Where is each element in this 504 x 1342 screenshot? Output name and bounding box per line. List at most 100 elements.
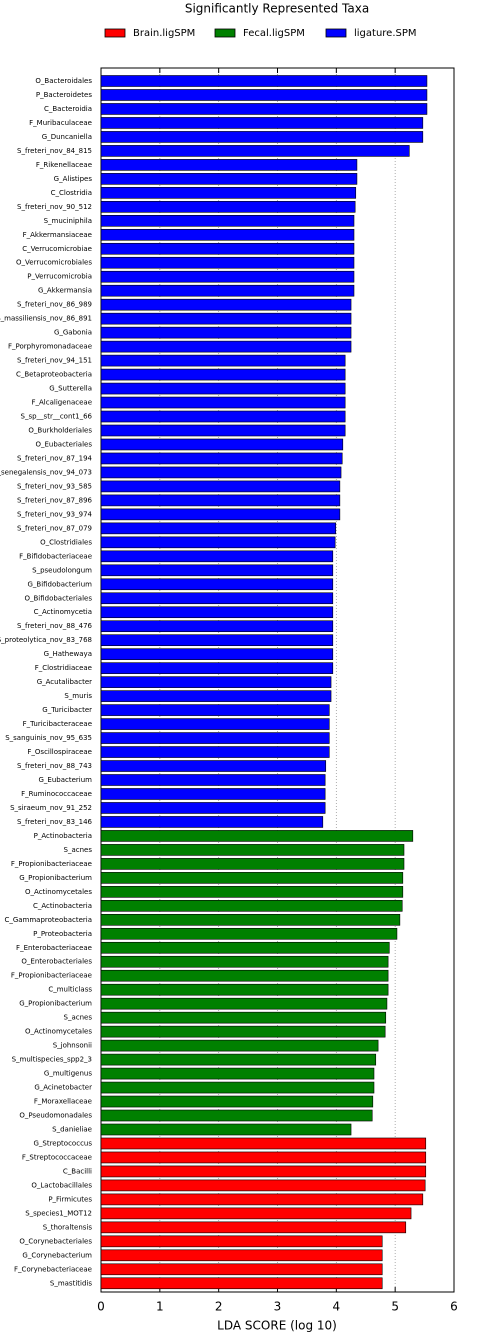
bar [100,145,410,157]
bar [100,620,334,633]
bar [100,494,341,507]
bar [100,354,346,367]
category-label: S_species1_MOT12 [25,1209,92,1217]
bar [100,886,404,898]
bar [100,201,356,213]
category-label: S_sanguinis_nov_95_635 [5,734,92,742]
category-label: S_multispecies_spp2_3 [12,1056,92,1064]
chart-title: Significantly Represented Taxa [185,2,369,16]
category-label: C_Bacilli [63,1167,92,1175]
bar [100,1137,427,1150]
category-label: O_Actinomycetales [25,1028,92,1036]
bar [100,592,334,605]
legend-label: ligature.SPM [354,28,417,39]
category-label: G_Acutalibacter [37,678,92,686]
bar [100,536,336,549]
category-label: O_Corynebacteriales [19,1237,92,1245]
category-label: O_Bacteroidales [35,77,92,85]
category-label: S_freteri_nov_86_989 [17,301,92,309]
bar [100,187,357,199]
category-label: S_freteri_nov_93_585 [17,482,92,490]
legend-swatch [214,28,236,38]
bar [100,900,403,912]
x-axis-label: LDA SCORE (log 10) [217,1319,337,1333]
x-tick-label: 0 [97,1300,105,1314]
bar [100,1109,373,1122]
bar [100,969,389,982]
category-label: G_Akkermansia [38,287,92,295]
category-label: G_multigenus [44,1070,92,1078]
bar [100,242,355,255]
bar [100,718,330,730]
bar [100,89,428,101]
bar [100,564,334,577]
category-label: P_Proteobacteria [33,930,92,938]
category-label: S_sp__str__cont1_66 [21,413,93,421]
bar [100,941,390,954]
category-label: C_multiclass [48,986,92,994]
legend-label: Brain.ligSPM [133,28,195,39]
category-label: F_Streptococcaceae [22,1153,92,1161]
category-label: F_Akkermansiaceae [23,231,92,239]
category-label: S_acnes [64,846,93,854]
category-label: C_Actinomycetia [34,608,92,616]
bar [100,326,352,339]
category-label: C_Bacteroidia [44,105,92,113]
category-label: P_Firmicutes [48,1195,92,1203]
category-label: C_Verrucomicrobiae [22,245,92,253]
bar [100,396,346,409]
bar [100,173,358,185]
category-label: F_Enterobacteriaceae [16,944,92,952]
bar [100,382,346,395]
bar [100,284,355,297]
category-label: S_thoraltensis [43,1223,93,1231]
category-label: F_Alcaligenaceae [31,399,92,407]
x-tick-label: 3 [274,1300,282,1314]
bar [100,844,405,856]
category-label: G_Propionibacterium [19,874,92,882]
bar [100,228,355,241]
category-label: O_Actinomycetales [25,888,92,896]
bar [100,1053,377,1066]
category-label: F_Bifidobacteriaceae [19,552,92,560]
category-label: G_Alistipes [54,175,93,183]
category-label: F_Muribaculaceae [29,119,92,127]
bar [100,1123,352,1136]
category-label: O_Clostridiales [40,538,92,546]
category-label: S_acnes [64,1014,93,1022]
category-label: O_Burkholderiales [28,427,92,435]
bar [100,1081,375,1094]
bar [100,340,352,353]
category-label: F_Porphyromonadaceae [8,343,92,351]
bar [100,648,334,660]
x-tick-label: 1 [156,1300,164,1314]
bar [100,1025,386,1038]
bar [100,1263,383,1276]
bar [100,466,342,479]
category-label: S_freteri_nov_94_151 [17,357,92,365]
category-label: S_freteri_nov_93_974 [17,510,92,518]
bar [100,1011,387,1024]
bar [100,1193,424,1206]
category-label: S_muciniphila [44,217,92,225]
bar [100,913,401,926]
bar [100,550,334,563]
legend-swatch [104,28,126,38]
category-label: S_muris [64,692,92,700]
bar [100,103,428,115]
bar [100,452,343,465]
category-label: O_Enterobacteriales [21,958,92,966]
legend-swatch [325,28,347,38]
category-label: F_Ruminococcaceae [21,790,92,798]
bar [100,522,337,535]
category-label: S_freteri_nov_87_896 [17,496,92,504]
category-label: C_Clostridia [51,189,92,197]
bar [100,1277,383,1290]
category-label: F_Rikenellaceae [36,161,92,169]
bar [100,774,326,786]
category-label: C_Gammaproteobacteria [4,916,92,924]
bar [100,298,352,311]
category-label: S_freteri_nov_88_743 [17,762,92,770]
bar [100,983,389,996]
category-label: S_proteolytica_nov_83_768 [0,636,92,644]
